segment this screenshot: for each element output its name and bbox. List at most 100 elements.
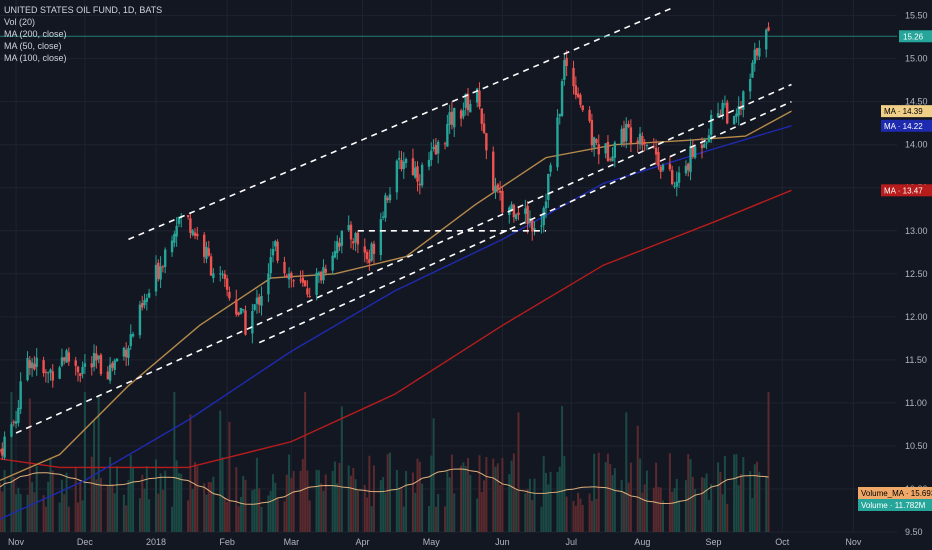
price-badge-label-3: MA · 13.47 (884, 186, 923, 195)
volume-bar (418, 461, 421, 532)
time-axis[interactable]: Nov Dec 2018 Feb Mar Apr May Jun Jul Aug Sep Oct Nov (8, 537, 862, 547)
candle-body (42, 360, 45, 374)
candle-body (244, 310, 247, 335)
volume-bar (148, 499, 151, 532)
volume-bar (395, 469, 398, 532)
candle-body (189, 218, 192, 233)
candle-body (51, 371, 54, 381)
volume-bar (540, 506, 543, 532)
candle-body (205, 246, 208, 259)
candle-body (533, 228, 536, 231)
volume-bar (19, 494, 22, 532)
candle-body (547, 173, 550, 201)
candle-body (576, 93, 580, 98)
price-badge-3 (881, 184, 932, 197)
trendline-0[interactable] (15, 83, 792, 434)
candle-body (609, 159, 612, 161)
volume-bar (155, 459, 157, 532)
candle-body (404, 159, 408, 163)
candle-body (707, 135, 711, 142)
candle-body (668, 163, 672, 170)
candle-body (588, 109, 591, 121)
moving-average-lines (0, 110, 792, 520)
volume-bar (691, 476, 694, 532)
candle-body (83, 363, 87, 367)
volume-bar (450, 454, 453, 532)
volume-bar (558, 466, 561, 532)
candle-body (381, 216, 385, 218)
volume-bar (352, 468, 355, 532)
volume-bar (627, 482, 630, 532)
trendline-1[interactable] (258, 100, 792, 344)
volume-bar (145, 466, 148, 532)
candle-body (673, 185, 676, 187)
volume-bar (350, 475, 352, 532)
volume-bar (35, 465, 38, 532)
volume-ma-path (0, 468, 769, 505)
volume-bar (301, 458, 304, 532)
candle-body (558, 113, 561, 117)
volume-bar (496, 463, 499, 532)
candle-body (443, 143, 447, 145)
volume-bar (212, 476, 215, 532)
legend-ma200[interactable]: MA (200, close) (4, 29, 67, 39)
volume-bar (526, 488, 529, 532)
volume-bar (723, 456, 726, 532)
volume-bar (563, 456, 566, 532)
legend-vol[interactable]: Vol (20) (4, 17, 36, 27)
candle-body (58, 367, 61, 379)
candle-body (705, 142, 708, 144)
volume-bar (161, 490, 164, 532)
candle-body (544, 201, 548, 209)
candle-body (356, 232, 360, 245)
candle-body (556, 117, 559, 168)
x-tick-label-2: 2018 (146, 537, 166, 547)
ma-line-1 (0, 110, 792, 482)
legend-ma50[interactable]: MA (50, close) (4, 41, 62, 51)
candle-body (67, 352, 71, 362)
y-tick-label-6: 12.50 (905, 269, 928, 279)
volume-bar (659, 487, 662, 532)
candle-body (28, 360, 32, 369)
legend-title[interactable]: UNITED STATES OIL FUND, 1D, BATS (4, 5, 163, 15)
volume-bar (308, 500, 311, 532)
volume-bar (31, 482, 34, 532)
candle-body (115, 358, 119, 362)
volume-bar (687, 454, 690, 532)
volume-bar (111, 484, 114, 532)
volume-bar (668, 453, 671, 532)
volume-bar (611, 475, 614, 532)
volume-bar (524, 493, 527, 532)
volume-bar (47, 481, 50, 532)
volume-bar (1, 491, 4, 532)
volume-bar (485, 456, 488, 532)
volume-bar (354, 479, 357, 532)
candle-body (661, 164, 665, 171)
candle-body (684, 165, 688, 174)
volume-bar (694, 488, 697, 532)
volume-bar (643, 484, 646, 532)
candle-body (388, 194, 392, 201)
volume-bar (196, 466, 199, 532)
candle-body (108, 364, 112, 381)
volume-bar (446, 470, 449, 532)
volume-bar (639, 458, 642, 532)
volume-bar (221, 457, 224, 532)
candle-body (228, 291, 231, 299)
candle-body (241, 309, 245, 311)
candle-body (336, 241, 339, 254)
volume-bar (749, 471, 752, 532)
volume-bar (42, 495, 45, 532)
volume-bar (510, 460, 513, 532)
candle-body (384, 195, 387, 218)
candle-body (397, 158, 401, 160)
candle-body (670, 170, 674, 185)
candle-body (186, 215, 190, 218)
legend-ma100[interactable]: MA (100, close) (4, 53, 67, 63)
candle-body (44, 371, 48, 373)
volume-bar (689, 459, 692, 532)
volume-bar (67, 506, 70, 532)
volume-bar (65, 472, 68, 532)
volume-bar (210, 482, 213, 532)
